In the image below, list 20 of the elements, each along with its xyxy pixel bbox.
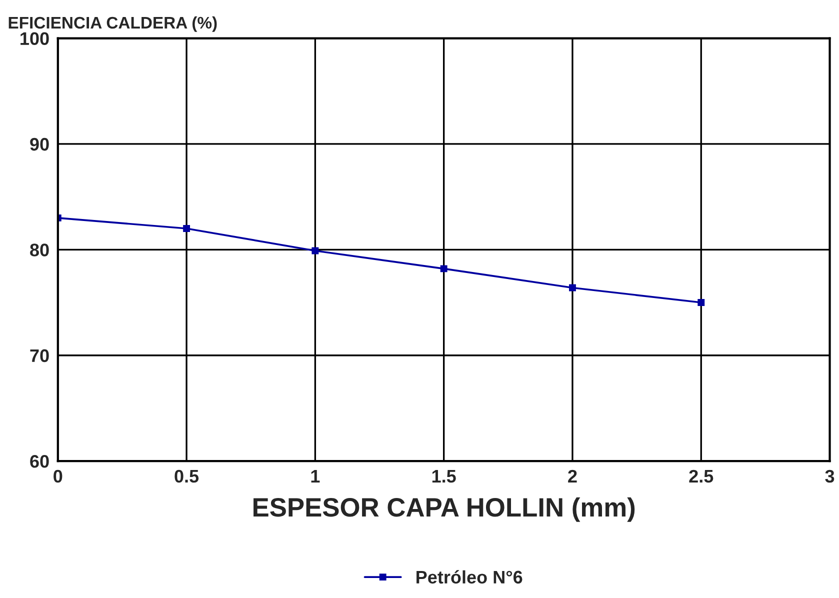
point: [698, 299, 705, 306]
x-tick-label: 0.5: [174, 470, 199, 483]
legend-label: Petróleo N°6: [416, 570, 522, 584]
x-tick-label: 1: [311, 470, 320, 482]
y-axis-title: EFICIENCIA CALDERA (%): [8, 16, 217, 32]
y-tick-label: 80: [30, 244, 49, 256]
x-tick-label: 0: [54, 470, 62, 483]
y-tick-label: 90: [30, 138, 49, 151]
point: [183, 225, 190, 232]
point: [569, 284, 576, 292]
x-axis-title: ESPESOR CAPA HOLLIN (mm): [254, 497, 635, 522]
x-tick-label: 1.5: [432, 470, 456, 483]
y-tick-label: 70: [30, 349, 49, 362]
point: [440, 265, 448, 272]
x-tick-label: 2: [568, 470, 577, 482]
point: [312, 247, 319, 254]
x-tick-label: 2.5: [689, 470, 714, 483]
x-tick-label: 3: [825, 470, 834, 483]
y-tick-label: 60: [30, 454, 49, 468]
y-tick-label: 100: [20, 32, 49, 45]
